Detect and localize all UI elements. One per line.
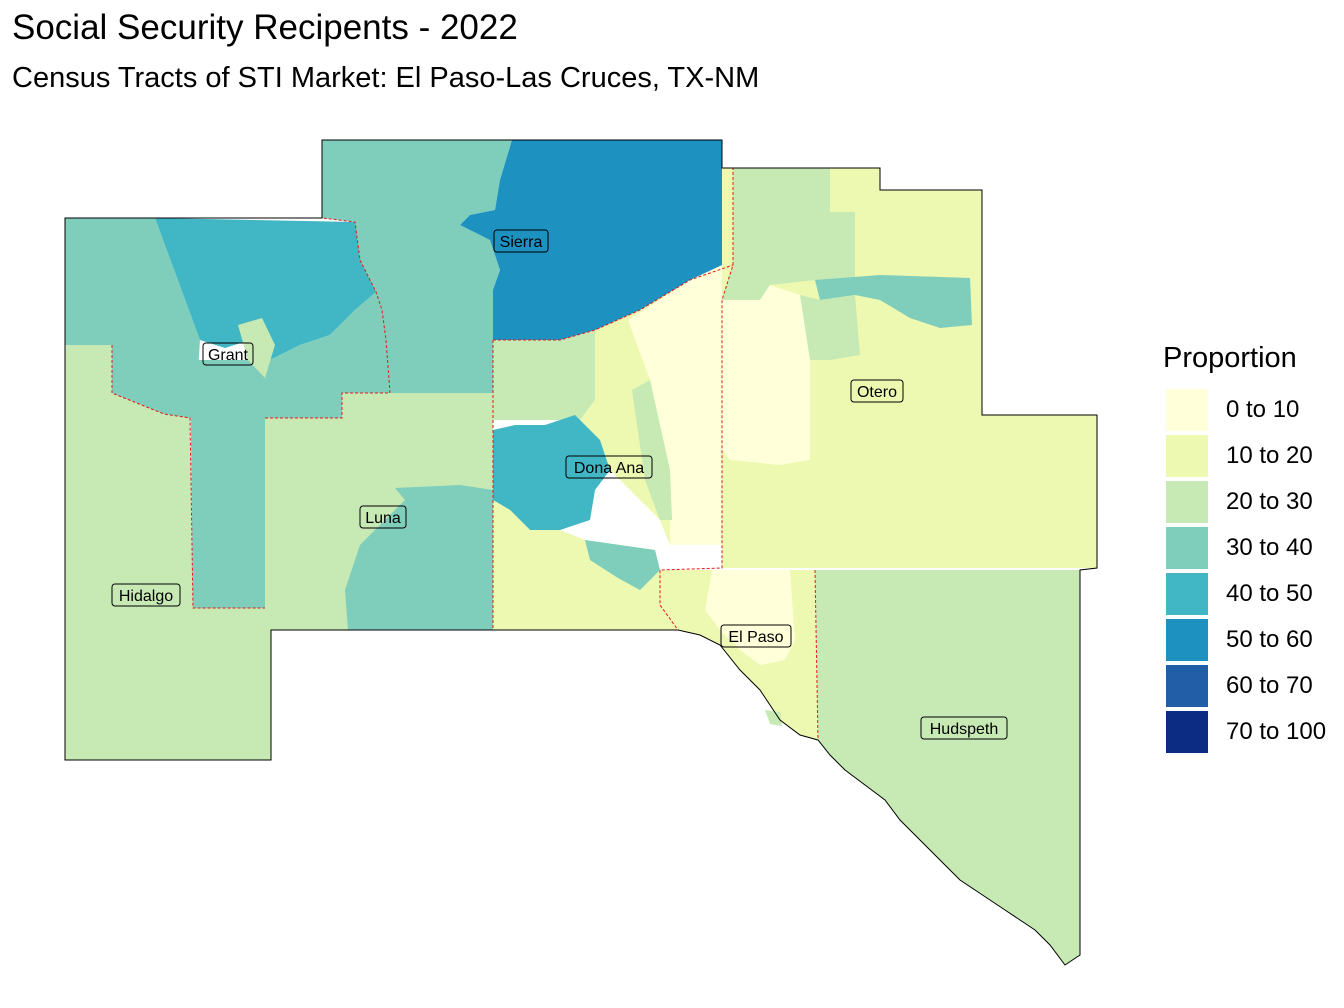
legend-label: 70 to 100 bbox=[1226, 718, 1327, 745]
legend-item: 50 to 60 bbox=[1163, 617, 1326, 663]
county-labels: Sierra Grant Otero Dona Ana Luna Hidalgo… bbox=[111, 229, 1008, 740]
legend-swatch bbox=[1166, 481, 1208, 523]
tract-dona-ana-center bbox=[493, 415, 610, 530]
tract-dona-ana-east bbox=[628, 265, 722, 545]
legend-swatch bbox=[1166, 435, 1208, 477]
legend-swatch bbox=[1166, 389, 1208, 431]
tract-otero-nw bbox=[722, 168, 855, 300]
legend-item: 30 to 40 bbox=[1163, 525, 1326, 571]
label-el-paso: El Paso bbox=[720, 624, 792, 648]
legend-swatch bbox=[1166, 527, 1208, 569]
legend-swatch bbox=[1166, 619, 1208, 661]
tract-el-paso-small bbox=[765, 710, 782, 726]
tract-dona-ana-west bbox=[493, 330, 595, 420]
tract-grant-south bbox=[190, 360, 270, 608]
legend-label: 60 to 70 bbox=[1226, 672, 1313, 699]
tract-el-paso-core bbox=[705, 570, 795, 665]
legend-title: Proportion bbox=[1163, 342, 1297, 374]
market-outline bbox=[64, 139, 1098, 966]
map-title: Social Security Recipents - 2022 bbox=[12, 8, 518, 47]
label-dona-ana: Dona Ana bbox=[565, 455, 653, 479]
county-borders bbox=[111, 167, 819, 741]
tract-sierra-east bbox=[460, 140, 733, 340]
legend-label: 10 to 20 bbox=[1226, 442, 1313, 469]
legend-label: 30 to 40 bbox=[1226, 534, 1313, 561]
legend-label: 40 to 50 bbox=[1226, 580, 1313, 607]
label-otero-text: Otero bbox=[857, 384, 897, 401]
legend-item: 70 to 100 bbox=[1163, 709, 1326, 755]
legend-item: 40 to 50 bbox=[1163, 571, 1326, 617]
tract-dona-ana-south-tract bbox=[585, 540, 660, 590]
tract-otero-base bbox=[722, 285, 810, 465]
tract-luna-east bbox=[345, 485, 493, 630]
tract-hidalgo bbox=[65, 218, 271, 760]
tract-grant-east bbox=[265, 292, 390, 608]
legend-label: 50 to 60 bbox=[1226, 626, 1313, 653]
tract-otero-mid bbox=[800, 295, 860, 360]
label-luna: Luna bbox=[359, 505, 407, 529]
tract-grant-west bbox=[65, 218, 200, 418]
legend-item: 60 to 70 bbox=[1163, 663, 1326, 709]
label-sierra: Sierra bbox=[493, 229, 549, 253]
label-hidalgo-text: Hidalgo bbox=[119, 588, 173, 605]
label-hidalgo: Hidalgo bbox=[111, 583, 181, 607]
tract-dona-ana-strip bbox=[632, 380, 672, 520]
tract-sierra-west bbox=[322, 140, 512, 393]
tract-grant-north bbox=[155, 218, 376, 360]
tract-hudspeth bbox=[815, 570, 1080, 965]
label-dona-ana-text: Dona Ana bbox=[574, 460, 644, 477]
label-hudspeth: Hudspeth bbox=[920, 716, 1008, 740]
map-subtitle: Census Tracts of STI Market: El Paso-Las… bbox=[12, 62, 760, 94]
legend-swatch bbox=[1166, 665, 1208, 707]
legend-swatch bbox=[1166, 711, 1208, 753]
label-grant: Grant bbox=[202, 342, 254, 366]
legend-item: 0 to 10 bbox=[1163, 387, 1326, 433]
label-grant-text: Grant bbox=[208, 347, 249, 364]
legend-item: 20 to 30 bbox=[1163, 479, 1326, 525]
label-sierra-text: Sierra bbox=[500, 234, 543, 251]
legend: Proportion 0 to 10 10 to 20 20 to 30 30 … bbox=[1163, 342, 1326, 755]
label-el-paso-text: El Paso bbox=[728, 629, 783, 646]
tract-otero-north bbox=[815, 275, 972, 328]
tract-dona-ana-south bbox=[493, 500, 678, 630]
label-luna-text: Luna bbox=[365, 510, 401, 527]
label-hudspeth-text: Hudspeth bbox=[930, 721, 999, 738]
legend-label: 20 to 30 bbox=[1226, 488, 1313, 515]
legend-item: 10 to 20 bbox=[1163, 433, 1326, 479]
tract-grant-small bbox=[238, 318, 275, 378]
legend-swatch bbox=[1166, 573, 1208, 615]
legend-label: 0 to 10 bbox=[1226, 396, 1300, 423]
label-otero: Otero bbox=[850, 379, 904, 403]
